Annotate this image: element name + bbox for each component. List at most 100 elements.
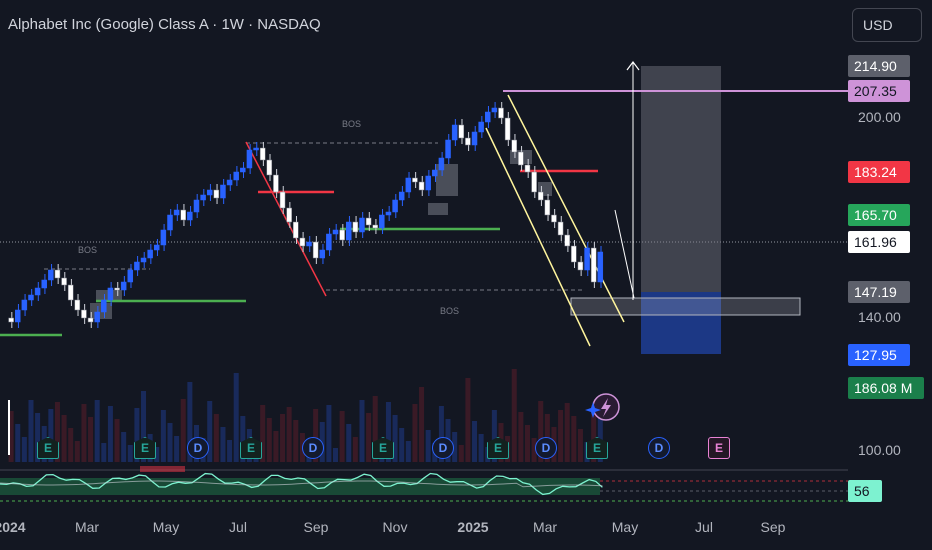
- volume-bar: [326, 405, 332, 462]
- channel-lower: [485, 127, 591, 347]
- earnings-event-icon[interactable]: E: [586, 437, 608, 459]
- volume-bar: [68, 428, 74, 462]
- earnings-event-icon[interactable]: E: [487, 437, 509, 459]
- candle: [577, 261, 584, 271]
- candle: [471, 131, 478, 146]
- candle: [531, 171, 537, 193]
- volume-bar: [478, 434, 484, 462]
- volume-bar: [339, 411, 345, 462]
- candle: [458, 124, 465, 139]
- candle: [524, 164, 531, 173]
- candle: [392, 199, 398, 213]
- candle: [187, 211, 193, 221]
- volume-bar: [286, 407, 292, 462]
- candle: [485, 111, 491, 123]
- arrow-head: [626, 61, 640, 71]
- candle: [365, 217, 372, 226]
- volume-bar: [21, 437, 27, 462]
- earnings-event-icon[interactable]: E: [372, 437, 394, 459]
- price-label: 161.96: [848, 231, 910, 253]
- order-block: [436, 164, 458, 196]
- candle: [590, 247, 597, 283]
- volume-bar: [352, 437, 358, 462]
- candle: [345, 221, 352, 241]
- candle: [312, 241, 319, 259]
- candle: [432, 169, 438, 177]
- candle: [379, 214, 385, 229]
- volume-bar: [564, 403, 570, 462]
- volume-bar: [121, 432, 127, 462]
- earnings-event-icon[interactable]: E: [37, 437, 59, 459]
- candle: [319, 249, 326, 259]
- dividend-event-icon[interactable]: D: [187, 437, 209, 459]
- candle: [339, 229, 345, 241]
- candle: [220, 184, 226, 199]
- volume-bar: [107, 406, 113, 462]
- volume-bar: [61, 415, 67, 462]
- candle: [511, 139, 517, 153]
- earnings-event-icon[interactable]: E: [708, 437, 730, 459]
- time-label: Sep: [760, 519, 786, 535]
- volume-bar: [452, 432, 458, 462]
- volume-bar: [458, 445, 464, 462]
- currency-selector[interactable]: USD: [852, 8, 922, 42]
- volume-bar: [412, 404, 418, 462]
- demand-zone: [570, 297, 801, 316]
- candle: [385, 211, 392, 216]
- candle: [160, 229, 167, 246]
- flash-bolt: [601, 398, 611, 417]
- volume-bar: [280, 414, 286, 462]
- candle: [425, 175, 431, 191]
- candle: [299, 237, 306, 247]
- volume-bar: [88, 417, 94, 462]
- volume-bar: [141, 391, 147, 462]
- price-label: 56: [848, 480, 882, 502]
- dividend-event-icon[interactable]: D: [432, 437, 454, 459]
- volume-bar: [127, 445, 133, 462]
- volume-current-bar: [8, 400, 10, 455]
- trend-line: [245, 141, 327, 297]
- candle: [465, 137, 471, 146]
- volume-bar: [531, 438, 537, 462]
- earnings-event-icon[interactable]: E: [134, 437, 156, 459]
- volume-bar: [511, 369, 517, 462]
- candle: [279, 191, 286, 209]
- volume-bar: [28, 400, 34, 462]
- volume-bar: [220, 427, 226, 462]
- candle: [101, 299, 107, 313]
- price-tick: 140.00: [858, 309, 901, 325]
- dividend-event-icon[interactable]: D: [302, 437, 324, 459]
- volume-bar: [571, 416, 577, 462]
- time-label: May: [152, 519, 180, 535]
- volume-bar: [405, 441, 411, 462]
- volume-bar: [538, 401, 544, 462]
- volume-bar: [240, 416, 246, 462]
- candle: [74, 299, 81, 311]
- volume-bar: [174, 436, 180, 462]
- candle: [597, 251, 604, 283]
- volume-bar: [54, 402, 60, 462]
- candle: [571, 245, 577, 263]
- earnings-event-icon[interactable]: E: [240, 437, 262, 459]
- candle: [266, 159, 273, 176]
- price-label: 186.08 M: [848, 377, 924, 399]
- candle: [372, 224, 378, 229]
- time-label: Jul: [229, 519, 247, 535]
- candle: [173, 209, 180, 216]
- volume-bar: [313, 409, 319, 462]
- volume-bar: [558, 410, 564, 462]
- time-label: 2025: [457, 519, 489, 535]
- dividend-event-icon[interactable]: D: [535, 437, 557, 459]
- volume-bar: [101, 443, 107, 462]
- candle: [140, 257, 147, 263]
- candle: [54, 269, 61, 279]
- candle: [246, 149, 253, 169]
- candle: [326, 233, 332, 251]
- candle: [180, 209, 186, 221]
- price-label: 165.70: [848, 204, 910, 226]
- dividend-event-icon[interactable]: D: [648, 437, 670, 459]
- projection-path: [614, 209, 635, 299]
- candle: [498, 107, 504, 119]
- volume-bar: [187, 382, 193, 462]
